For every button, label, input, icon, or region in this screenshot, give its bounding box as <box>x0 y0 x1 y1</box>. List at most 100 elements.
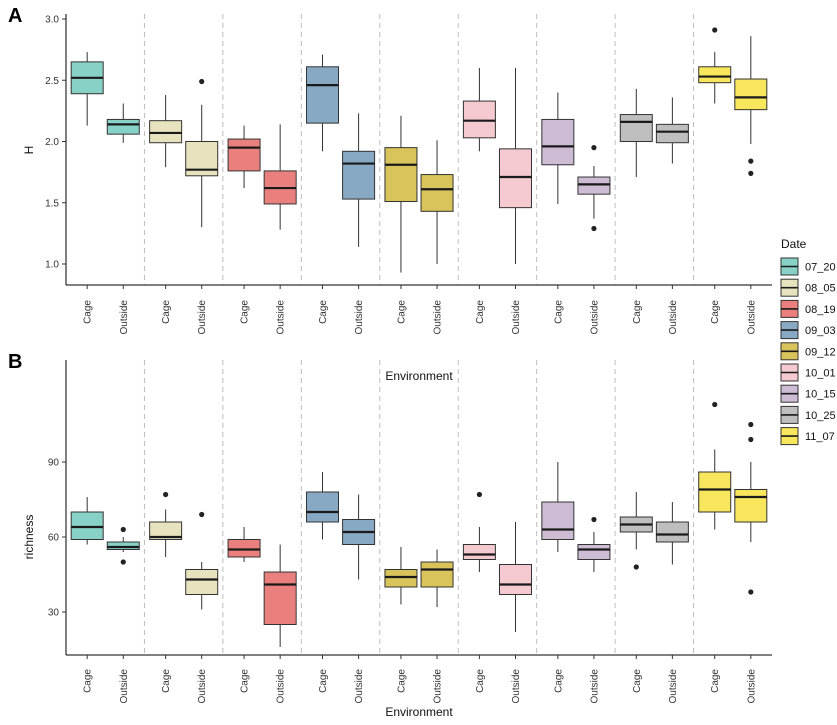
legend-item-10_15: 10_15 <box>780 384 836 403</box>
legend-label: 08_19 <box>805 304 836 316</box>
outlier-point <box>748 589 754 595</box>
x-tick-label-outside: Outside <box>746 300 757 335</box>
outlier-point <box>748 436 754 443</box>
y-tick-label: 2.5 <box>45 76 59 87</box>
box-09_12-outside <box>420 549 454 607</box>
x-tick-label-cage: Cage <box>553 669 564 693</box>
box-iqr <box>541 118 575 166</box>
box-08_19-cage <box>227 527 261 562</box>
date-group-09_03: Cage Outside <box>306 472 376 704</box>
outlier-point <box>748 158 754 164</box>
box-iqr <box>185 569 219 595</box>
box-08_05-outside <box>185 511 219 610</box>
box-11_07-cage <box>698 27 732 104</box>
box-iqr <box>462 544 496 560</box>
legend-item-08_19: 08_19 <box>780 299 836 318</box>
box-iqr <box>420 174 454 212</box>
outlier-point <box>633 564 639 570</box>
box-iqr <box>227 138 261 172</box>
x-tick-label-outside: Outside <box>354 669 365 704</box>
box-iqr <box>541 501 575 540</box>
outlier-point <box>163 491 169 498</box>
box-iqr <box>384 569 418 588</box>
box-11_07-outside <box>734 421 768 595</box>
box-08_05-cage <box>149 491 183 557</box>
box-iqr <box>498 148 532 209</box>
date-group-08_19: Cage Outside <box>227 124 297 335</box>
legend-item-09_12: 09_12 <box>780 342 836 361</box>
x-tick-label-cage: Cage <box>632 300 643 324</box>
box-iqr <box>149 120 183 144</box>
legend-item-07_20: 07_20 <box>780 257 836 276</box>
date-group-08_05: Cage Outside <box>149 78 219 335</box>
y-axis-label: richness <box>22 515 36 560</box>
legend-label: 09_12 <box>805 346 836 358</box>
x-tick-label-cage: Cage <box>396 669 407 693</box>
box-iqr <box>384 147 418 203</box>
box-iqr <box>263 571 297 625</box>
x-tick-label-cage: Cage <box>161 669 172 693</box>
box-iqr <box>698 471 732 513</box>
box-iqr <box>106 118 140 135</box>
date-group-10_25: Cage Outside <box>619 492 689 704</box>
date-group-07_20: Cage Outside <box>70 52 140 334</box>
outlier-point <box>591 145 597 151</box>
box-10_15-outside <box>577 145 611 232</box>
box-07_20-outside <box>106 103 140 143</box>
box-09_03-outside <box>342 494 376 580</box>
outlier-point <box>120 559 126 565</box>
x-tick-label-outside: Outside <box>276 300 287 335</box>
x-tick-label-cage: Cage <box>240 300 251 324</box>
y-tick-label: 90 <box>48 458 60 469</box>
box-10_25-cage <box>619 88 653 178</box>
box-09_03-cage <box>306 472 340 540</box>
box-08_19-cage <box>227 125 261 189</box>
x-tick-label-outside: Outside <box>589 300 600 335</box>
x-tick-label-cage: Cage <box>632 669 643 693</box>
box-iqr <box>698 66 732 84</box>
date-group-10_01: Cage Outside <box>462 491 532 703</box>
legend-item-11_07: 11_07 <box>780 427 835 446</box>
x-tick-label-cage: Cage <box>318 300 329 324</box>
box-10_25-cage <box>619 492 653 570</box>
box-09_12-cage <box>384 115 418 273</box>
box-09_03-cage <box>306 54 340 152</box>
date-group-10_25: Cage Outside <box>619 88 689 334</box>
outlier-point <box>120 526 126 533</box>
x-tick-label-outside: Outside <box>197 300 208 335</box>
date-group-08_05: Cage Outside <box>149 491 219 703</box>
legend-label: 08_05 <box>805 283 836 295</box>
date-group-09_03: Cage Outside <box>306 54 376 334</box>
date-group-09_12: Cage Outside <box>384 547 454 703</box>
box-iqr <box>577 544 611 560</box>
box-07_20-cage <box>70 52 104 126</box>
box-09_03-outside <box>342 113 376 247</box>
x-tick-label-cage: Cage <box>475 669 486 693</box>
x-axis-label: Environment <box>385 369 453 383</box>
x-tick-label-cage: Cage <box>83 300 94 324</box>
outlier-point <box>748 170 754 176</box>
box-iqr <box>342 150 376 200</box>
box-iqr <box>306 491 340 523</box>
outlier-point <box>199 78 205 85</box>
y-tick-label: 2.0 <box>45 137 59 148</box>
x-tick-label-outside: Outside <box>668 669 679 704</box>
x-tick-label-outside: Outside <box>276 669 287 704</box>
legend-label: 07_20 <box>805 262 836 274</box>
outlier-point <box>712 27 718 33</box>
box-iqr <box>462 100 496 139</box>
box-07_20-outside <box>106 526 140 565</box>
x-tick-label-cage: Cage <box>396 300 407 324</box>
box-iqr <box>149 521 183 540</box>
outlier-point <box>591 516 597 523</box>
legend-item-09_03: 09_03 <box>780 321 836 340</box>
box-07_20-cage <box>70 497 104 545</box>
legend-label: 10_25 <box>805 410 836 422</box>
legend-item-10_25: 10_25 <box>780 405 836 424</box>
outlier-point <box>712 401 718 408</box>
box-10_15-cage <box>541 462 575 552</box>
date-group-07_20: Cage Outside <box>70 497 140 703</box>
x-tick-label-cage: Cage <box>710 300 721 324</box>
box-iqr <box>106 541 140 550</box>
